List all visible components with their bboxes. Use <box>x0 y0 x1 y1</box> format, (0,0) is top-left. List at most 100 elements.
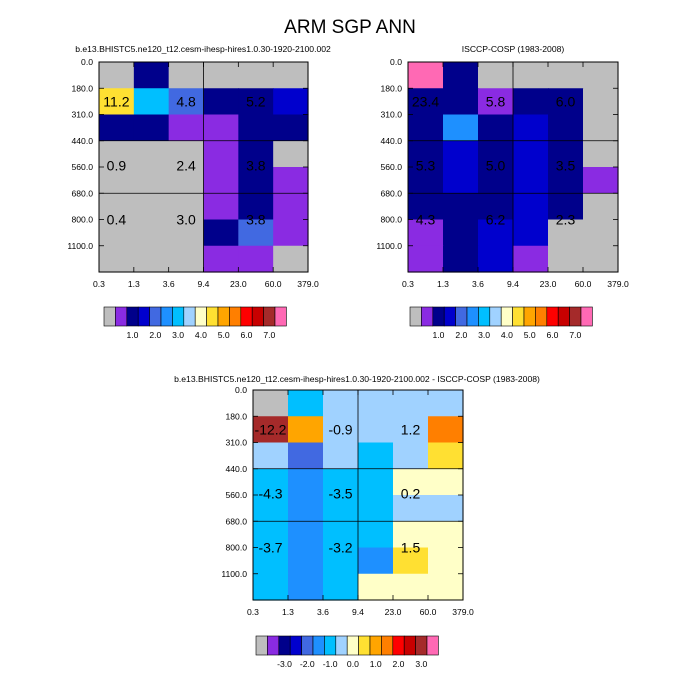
x-tick-label: 60.0 <box>420 607 437 617</box>
colorbar-box <box>278 635 291 656</box>
y-tick-label: 1100.0 <box>376 241 402 251</box>
y-tick-label: 800.0 <box>380 215 402 225</box>
colorbar-label: -1.0 <box>323 659 338 669</box>
y-tick-label: 440.0 <box>380 136 402 146</box>
colorbar-obs: 1.0 2.0 3.0 4.0 5.0 6.0 7.0 <box>409 306 593 340</box>
x-tick-label: 0.3 <box>247 607 259 617</box>
heatmap-cell <box>443 167 479 194</box>
heatmap-cell <box>428 390 464 417</box>
data-label: -3.7 <box>258 540 282 556</box>
heatmap-cell <box>583 114 619 142</box>
heatmap-cell <box>273 88 309 116</box>
data-label: 6.0 <box>556 93 576 109</box>
heatmap-cell <box>203 167 239 194</box>
heatmap-cell <box>358 442 394 470</box>
heatmap-cell <box>583 62 619 89</box>
heatmap-cell <box>393 573 429 601</box>
colorbar-diff: -3.0 -2.0 -1.0 0.0 1.0 2.0 3.0 <box>255 635 439 669</box>
heatmap-cell <box>478 140 514 168</box>
colorbar-label: 5.0 <box>218 330 230 340</box>
colorbar-label: 1.0 <box>127 330 139 340</box>
colorbar-box <box>409 306 422 327</box>
colorbar-box <box>432 306 445 327</box>
x-tick-label: 1.3 <box>282 607 294 617</box>
heatmap-cell <box>238 88 274 116</box>
heatmap-cell <box>478 62 514 89</box>
y-tick-label: 680.0 <box>380 188 402 198</box>
x-tick-label: 3.6 <box>163 279 175 289</box>
heatmap-cell <box>168 140 205 168</box>
colorbar-box <box>251 306 264 327</box>
heatmap-cell <box>288 468 324 496</box>
colorbar-box <box>115 306 128 327</box>
heatmap-cell <box>393 468 429 496</box>
heatmap-cell <box>393 495 429 522</box>
heatmap-cell <box>358 416 394 444</box>
heatmap-cell <box>548 114 584 142</box>
x-tick-label: 60.0 <box>575 279 592 289</box>
heatmap-cell <box>323 521 359 549</box>
heatmap-cell <box>203 219 239 247</box>
colorbar-box <box>263 306 276 327</box>
data-label: 23.4 <box>412 93 439 109</box>
colorbar-label: 0.0 <box>347 659 359 669</box>
y-tick-label: 440.0 <box>71 136 93 146</box>
colorbar-label: 5.0 <box>524 330 536 340</box>
heatmap-cell <box>513 114 549 142</box>
colorbar-box <box>523 306 536 327</box>
colorbar-box <box>240 306 253 327</box>
colorbar-label: 2.0 <box>455 330 467 340</box>
data-label: 3.8 <box>246 158 266 174</box>
data-label: 5.3 <box>416 158 436 174</box>
data-label: 6.2 <box>486 212 506 228</box>
heatmap-cell <box>408 88 444 116</box>
x-tick-label: 60.0 <box>265 279 282 289</box>
heatmap-cell <box>99 88 135 116</box>
y-tick-label: 800.0 <box>71 215 93 225</box>
panel-diff-axes: 0.3 1.3 3.6 9.4 23.0 60.0 379.0 0.0 180.0 310.0 44… <box>221 385 474 617</box>
heatmap-cell <box>548 219 584 247</box>
heatmap-cell <box>478 88 514 116</box>
heatmap-cell <box>428 442 464 470</box>
panel-model-axes: 0.3 1.3 3.6 9.4 23.0 60.0 379.0 0.0 180.0 310.0 44… <box>67 57 319 289</box>
heatmap-cell <box>253 468 289 496</box>
y-tick-label: 1100.0 <box>221 569 247 579</box>
data-label: 3.5 <box>556 158 576 174</box>
heatmap-cell <box>478 193 514 221</box>
heatmap-cell <box>203 62 239 89</box>
heatmap-cell <box>238 245 274 273</box>
y-tick-label: 180.0 <box>225 411 247 421</box>
heatmap-cell <box>133 140 170 168</box>
heatmap-cell <box>358 468 394 496</box>
x-tick-label: 379.0 <box>452 607 474 617</box>
colorbar-box <box>369 635 382 656</box>
colorbar-box <box>217 306 230 327</box>
heatmap-cell <box>133 167 170 194</box>
heatmap-cell <box>548 167 584 194</box>
colorbar-box <box>312 635 325 656</box>
heatmap-cell <box>133 62 170 89</box>
data-label: 5.0 <box>486 158 506 174</box>
heatmap-cell <box>168 114 205 142</box>
panel-model-cells <box>99 62 309 273</box>
colorbar-label: 6.0 <box>241 330 253 340</box>
heatmap-cell <box>408 245 444 273</box>
data-label: 2.4 <box>176 158 196 174</box>
heatmap-cell <box>513 88 549 116</box>
colorbar-label: 3.0 <box>478 330 490 340</box>
colorbar-box <box>569 306 582 327</box>
heatmap-cell <box>323 468 359 496</box>
heatmap-cell <box>133 88 170 116</box>
heatmap-cell <box>443 245 479 273</box>
heatmap-cell <box>583 140 619 168</box>
colorbar-box <box>426 635 439 656</box>
x-tick-label: 9.4 <box>198 279 210 289</box>
colorbar-box <box>301 635 314 656</box>
heatmap-cell <box>238 114 274 142</box>
x-tick-label: 1.3 <box>437 279 449 289</box>
heatmap-cell <box>393 547 429 575</box>
colorbar-box <box>206 306 219 327</box>
heatmap-cell <box>168 88 205 116</box>
y-tick-label: 310.0 <box>225 438 247 448</box>
